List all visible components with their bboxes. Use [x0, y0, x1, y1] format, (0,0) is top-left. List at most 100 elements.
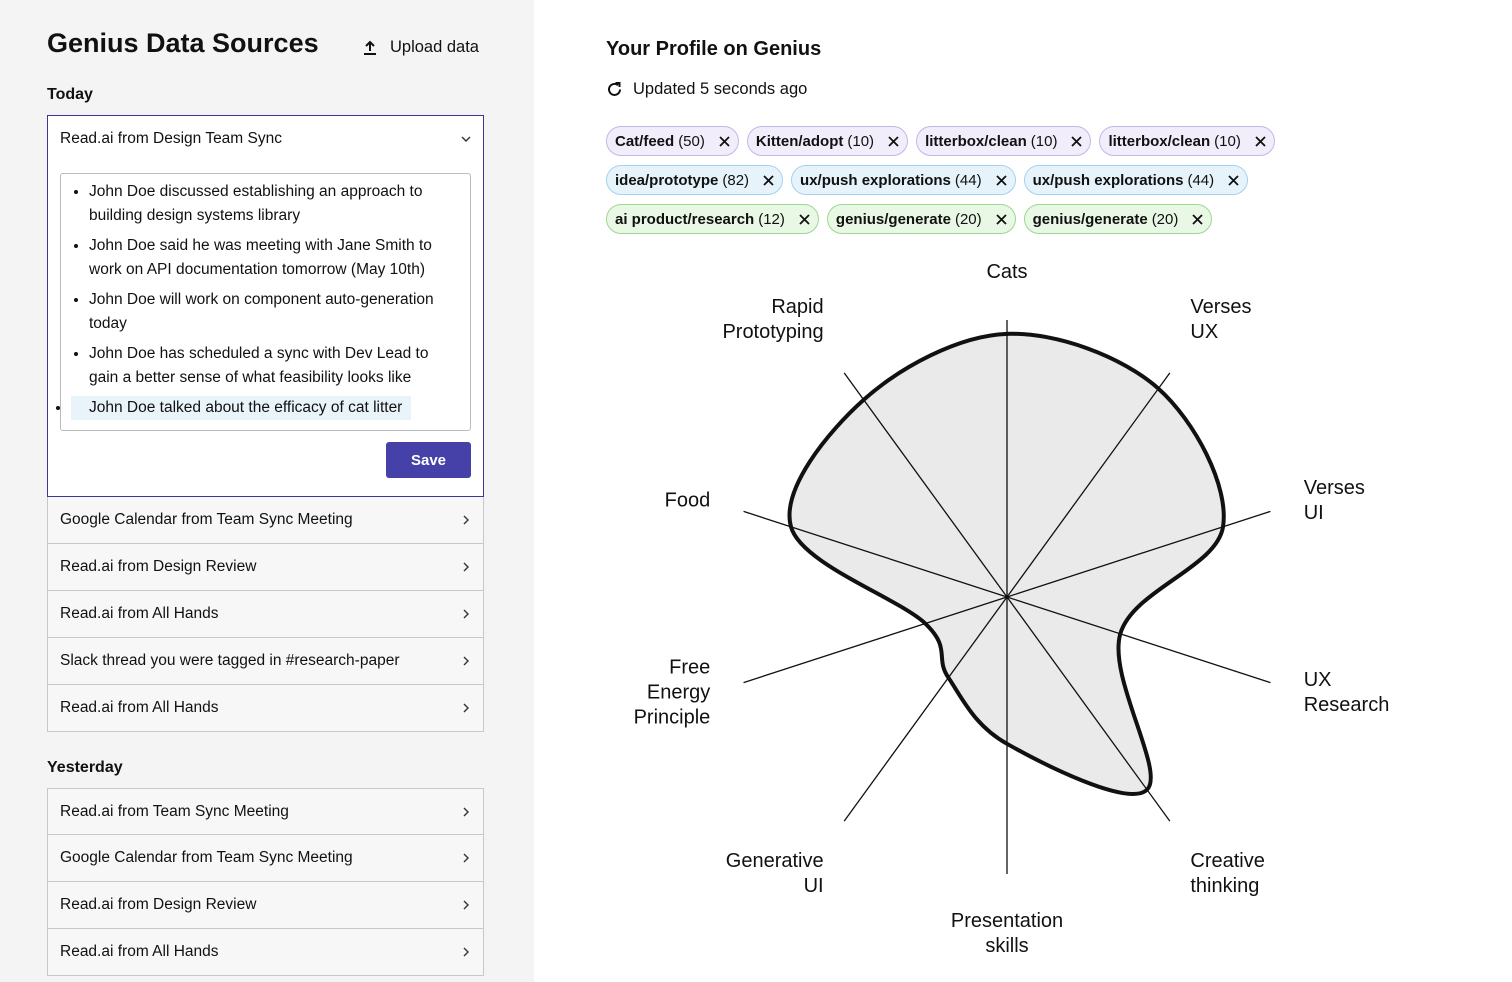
- axis-line: [743, 510, 1008, 598]
- save-button[interactable]: Save: [386, 442, 471, 478]
- chevron: [463, 609, 469, 619]
- radar-label: Rapid Prototyping: [722, 295, 824, 343]
- source-title: Read.ai from Design Team Sync: [60, 130, 282, 147]
- chevron: [463, 947, 469, 957]
- remove-tag[interactable]: [799, 213, 810, 225]
- tag-count: (10): [847, 132, 875, 150]
- source-title: Read.ai from All Hands: [60, 605, 219, 622]
- tag: Kitten/adopt (10): [746, 126, 909, 156]
- chevron: [463, 515, 469, 525]
- source-title: Google Calendar from Team Sync Meeting: [60, 849, 353, 866]
- remove-icon: [719, 135, 730, 147]
- radar-chart: [743, 320, 1271, 874]
- remove-tag[interactable]: [1255, 135, 1266, 147]
- axis-line: [1006, 596, 1171, 822]
- tag: Cat/feed (50): [606, 126, 739, 156]
- axis-line: [1006, 372, 1171, 598]
- remove-icon: [1255, 135, 1266, 147]
- sidebar-title: Genius Data Sources: [47, 28, 319, 58]
- section-heading: Today: [47, 86, 93, 103]
- source-title: Read.ai from Team Sync Meeting: [60, 802, 289, 820]
- chevron-path: [463, 947, 469, 957]
- tag: genius/generate (20): [1023, 204, 1213, 234]
- source-item[interactable]: Read.ai from Design Review: [47, 544, 484, 591]
- chevron: [461, 136, 471, 142]
- chevron: [463, 562, 469, 572]
- tag: idea/prototype (82): [606, 165, 784, 195]
- upload-button[interactable]: Upload data: [362, 38, 479, 57]
- remove-tag[interactable]: [719, 135, 730, 147]
- refresh-icon[interactable]: [606, 81, 623, 98]
- tag-name: litterbox/clean: [925, 132, 1027, 150]
- chevron-path: [463, 703, 469, 713]
- tag-name: ux/push explorations: [800, 171, 951, 189]
- note: John Doe talked about the efficacy of ca…: [71, 396, 411, 420]
- updated-text: Updated 5 seconds ago: [633, 80, 808, 98]
- tag-name: genius/generate: [835, 210, 951, 228]
- radar-label: Food: [664, 489, 711, 512]
- remove-icon: [1192, 213, 1204, 225]
- chevron-path: [461, 136, 471, 142]
- source-title: Google Calendar from Team Sync Meeting: [60, 511, 353, 528]
- chevron: [463, 853, 469, 863]
- note: John Doe has scheduled a sync with Dev L…: [89, 342, 460, 390]
- sidebar: Genius Data Sources Upload data Today Rea…: [0, 0, 534, 982]
- tag: ux/push explorations (44): [1023, 165, 1249, 195]
- tag-count: (20): [1151, 210, 1179, 228]
- source-list: Today Read.ai from Design Team Sync John D…: [47, 85, 484, 982]
- remove-tag[interactable]: [1228, 174, 1239, 186]
- radar-label: Verses UI: [1303, 476, 1365, 524]
- remove-icon: [1071, 135, 1083, 147]
- tag-count: (10): [1030, 132, 1058, 150]
- source-header[interactable]: Read.ai from Design Team Sync: [60, 116, 471, 162]
- remove-tag[interactable]: [888, 135, 899, 147]
- tag-name: litterbox/clean: [1108, 132, 1211, 150]
- tag-name: genius/generate: [1032, 210, 1148, 228]
- chevron-path: [463, 900, 469, 910]
- source-item[interactable]: Google Calendar from Team Sync Meeting: [47, 835, 484, 882]
- remove-icon: [996, 213, 1007, 225]
- tag-name: Kitten/adopt: [755, 132, 844, 150]
- note: John Doe will work on component auto-gen…: [89, 288, 460, 336]
- remove-icon: [888, 135, 899, 147]
- section: Yesterday Read.ai from Team Sync Meeting G…: [47, 758, 484, 976]
- axis-line: [1006, 596, 1271, 684]
- chevron: [463, 807, 469, 816]
- note: John Doe discussed establishing an appro…: [89, 180, 460, 228]
- radar-label: Creative thinking: [1190, 850, 1265, 898]
- chevron: [463, 900, 469, 910]
- tag-name: Cat/feed: [615, 132, 675, 150]
- source-title: Read.ai from Design Review: [60, 896, 257, 913]
- remove-icon: [799, 213, 810, 225]
- source-item[interactable]: Read.ai from Design Review: [47, 882, 484, 929]
- tag: ai product/research (12): [606, 204, 819, 234]
- remove-tag[interactable]: [995, 174, 1007, 186]
- updated-status: Updated 5 seconds ago: [606, 80, 807, 99]
- section: Today Read.ai from Design Team Sync John D…: [47, 85, 484, 732]
- source-item[interactable]: Read.ai from All Hands: [47, 685, 484, 732]
- tag-list: Cat/feed (50) Kitten/adopt (10) litterbox/cl…: [606, 126, 1306, 234]
- tag-name: ux/push explorations: [1032, 171, 1184, 189]
- tag-count: (82): [722, 171, 750, 189]
- source-item[interactable]: Google Calendar from Team Sync Meeting: [47, 497, 484, 544]
- remove-tag[interactable]: [763, 174, 774, 186]
- remove-tag[interactable]: [996, 213, 1007, 225]
- chevron-path: [463, 656, 469, 666]
- remove-tag[interactable]: [1071, 135, 1083, 147]
- source-item[interactable]: Read.ai from All Hands: [47, 929, 484, 976]
- note: John Doe said he was meeting with Jane S…: [89, 234, 460, 282]
- radar-label: Generative UI: [725, 850, 824, 898]
- source-item[interactable]: Read.ai from Team Sync Meeting: [47, 788, 484, 835]
- source-item[interactable]: Slack thread you were tagged in #researc…: [47, 638, 484, 685]
- tag-count: (44): [1187, 171, 1215, 189]
- source-title: Read.ai from All Hands: [60, 943, 219, 960]
- profile-title: Your Profile on Genius: [606, 38, 822, 60]
- axis-line: [843, 372, 1008, 598]
- radar-label: UX Research: [1303, 669, 1390, 717]
- remove-tag[interactable]: [1192, 213, 1204, 225]
- source-item[interactable]: Read.ai from All Hands: [47, 591, 484, 638]
- upload-icon: [364, 40, 376, 55]
- tag-count: (44): [954, 171, 982, 189]
- axis-line: [843, 596, 1008, 822]
